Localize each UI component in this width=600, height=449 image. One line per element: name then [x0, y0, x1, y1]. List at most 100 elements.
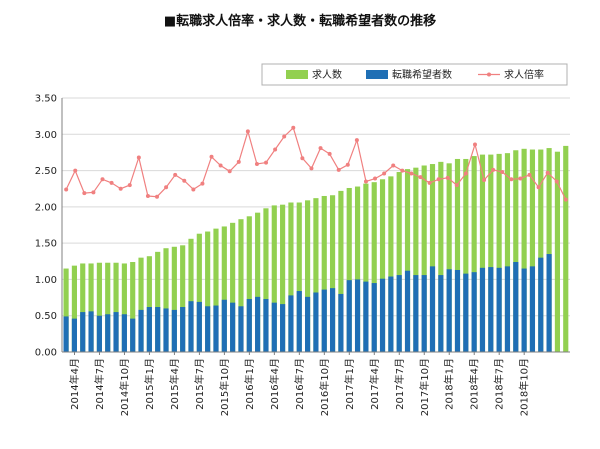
job-openings-bar — [479, 154, 486, 352]
job-openings-bar — [88, 263, 94, 352]
y-tick-label: 3.50 — [35, 94, 57, 105]
job-openings-bar — [263, 208, 269, 352]
job-seekers-bar — [280, 304, 286, 352]
ratio-point — [427, 180, 432, 185]
job-seekers-bar — [538, 257, 544, 352]
job-openings-bar — [388, 176, 394, 352]
ratio-point — [291, 125, 296, 130]
ratio-point — [173, 172, 178, 177]
job-openings-bar — [463, 158, 469, 352]
job-openings-bars — [63, 145, 569, 352]
job-openings-bar — [396, 172, 402, 352]
job-openings-bar — [80, 263, 86, 352]
job-openings-bar — [296, 202, 302, 352]
job-openings-bar — [213, 228, 219, 352]
x-tick-label: 2016年1月 — [243, 358, 256, 410]
ratio-point — [536, 185, 541, 190]
job-seekers-bars — [63, 254, 552, 352]
job-seekers-bar — [255, 296, 261, 352]
job-seekers-bar — [429, 266, 436, 352]
job-openings-bar — [496, 153, 502, 352]
job-seekers-bar — [371, 283, 377, 352]
job-openings-bar — [130, 262, 136, 352]
job-openings-bar — [138, 257, 144, 352]
ratio-point — [145, 193, 150, 198]
ratio-point — [155, 194, 160, 199]
x-tick-label: 2016年7月 — [293, 358, 306, 410]
job-seekers-bar — [496, 267, 502, 352]
job-openings-bar — [246, 216, 252, 352]
x-tick-label: 2015年7月 — [193, 358, 206, 410]
job-seekers-bar — [88, 311, 94, 352]
ratio-point — [418, 175, 423, 180]
job-seekers-bar — [463, 273, 469, 352]
ratio-point — [236, 159, 241, 164]
job-openings-bar — [329, 195, 336, 352]
job-seekers-bar — [296, 291, 302, 352]
job-openings-bar — [504, 153, 511, 352]
job-seekers-bar — [338, 293, 344, 352]
job-seekers-bar — [113, 312, 119, 352]
job-openings-bar — [113, 262, 119, 352]
x-tick-label: 2017年7月 — [393, 358, 406, 410]
ratio-point — [300, 156, 305, 161]
job-seekers-bar — [446, 269, 452, 352]
ratio-point — [209, 154, 214, 159]
ratio-point — [82, 191, 87, 196]
ratio-point — [164, 185, 169, 190]
ratio-point — [327, 151, 332, 156]
ratio-point — [200, 181, 205, 186]
ratio-point — [191, 187, 196, 192]
ratio-point — [91, 190, 96, 195]
job-openings-bar — [188, 238, 194, 352]
x-tick-label: 2018年4月 — [468, 358, 481, 410]
ratio-point — [491, 167, 496, 172]
job-seekers-bar — [80, 312, 86, 352]
job-seekers-bar — [163, 308, 169, 352]
x-tick-label: 2015年4月 — [168, 358, 181, 410]
ratio-point — [463, 171, 468, 176]
legend-swatch-ratio-marker — [487, 72, 491, 77]
x-tick-label: 2015年1月 — [143, 358, 156, 410]
job-openings-bar — [529, 149, 536, 352]
job-openings-bar — [205, 231, 211, 352]
x-tick-label: 2015年10月 — [218, 358, 231, 416]
ratio-point — [527, 172, 532, 177]
y-tick-label: 0.50 — [35, 311, 57, 322]
ratio-point — [118, 186, 123, 191]
ratio-point — [400, 168, 405, 173]
job-seekers-bar — [188, 301, 194, 352]
ratio-point — [218, 163, 223, 168]
job-openings-bar — [454, 158, 461, 352]
legend-frame — [261, 63, 568, 86]
job-openings-bar — [346, 187, 352, 352]
job-seekers-bar — [546, 254, 552, 352]
legend-swatch-job-seekers — [366, 70, 388, 79]
job-openings-bar — [521, 148, 527, 352]
job-seekers-bar — [146, 307, 152, 352]
job-seekers-bar — [155, 307, 161, 352]
job-openings-bar — [313, 198, 319, 352]
job-openings-bar — [163, 248, 169, 352]
job-openings-bar — [438, 161, 444, 352]
job-openings-bar — [488, 154, 494, 352]
job-openings-bar — [230, 222, 236, 352]
legend-label-job-openings: 求人数 — [312, 68, 342, 81]
x-tick-label: 2018年7月 — [493, 358, 506, 410]
job-openings-bar — [280, 204, 286, 352]
x-tick-label: 2016年4月 — [268, 358, 281, 410]
x-tick-label: 2018年1月 — [443, 358, 456, 410]
x-tick-label: 2014年10月 — [118, 358, 131, 416]
job-seekers-bar — [230, 302, 236, 352]
ratio-point — [445, 175, 450, 180]
ratio-point — [454, 183, 459, 188]
job-seekers-bar — [421, 275, 427, 352]
job-openings-bar — [321, 195, 327, 352]
job-openings-bar — [63, 268, 69, 352]
job-openings-bar — [354, 186, 361, 352]
job-seekers-bar — [488, 267, 494, 352]
ratio-point — [64, 187, 69, 192]
x-tick-label: 2017年4月 — [368, 358, 381, 410]
ratio-point — [109, 180, 114, 185]
